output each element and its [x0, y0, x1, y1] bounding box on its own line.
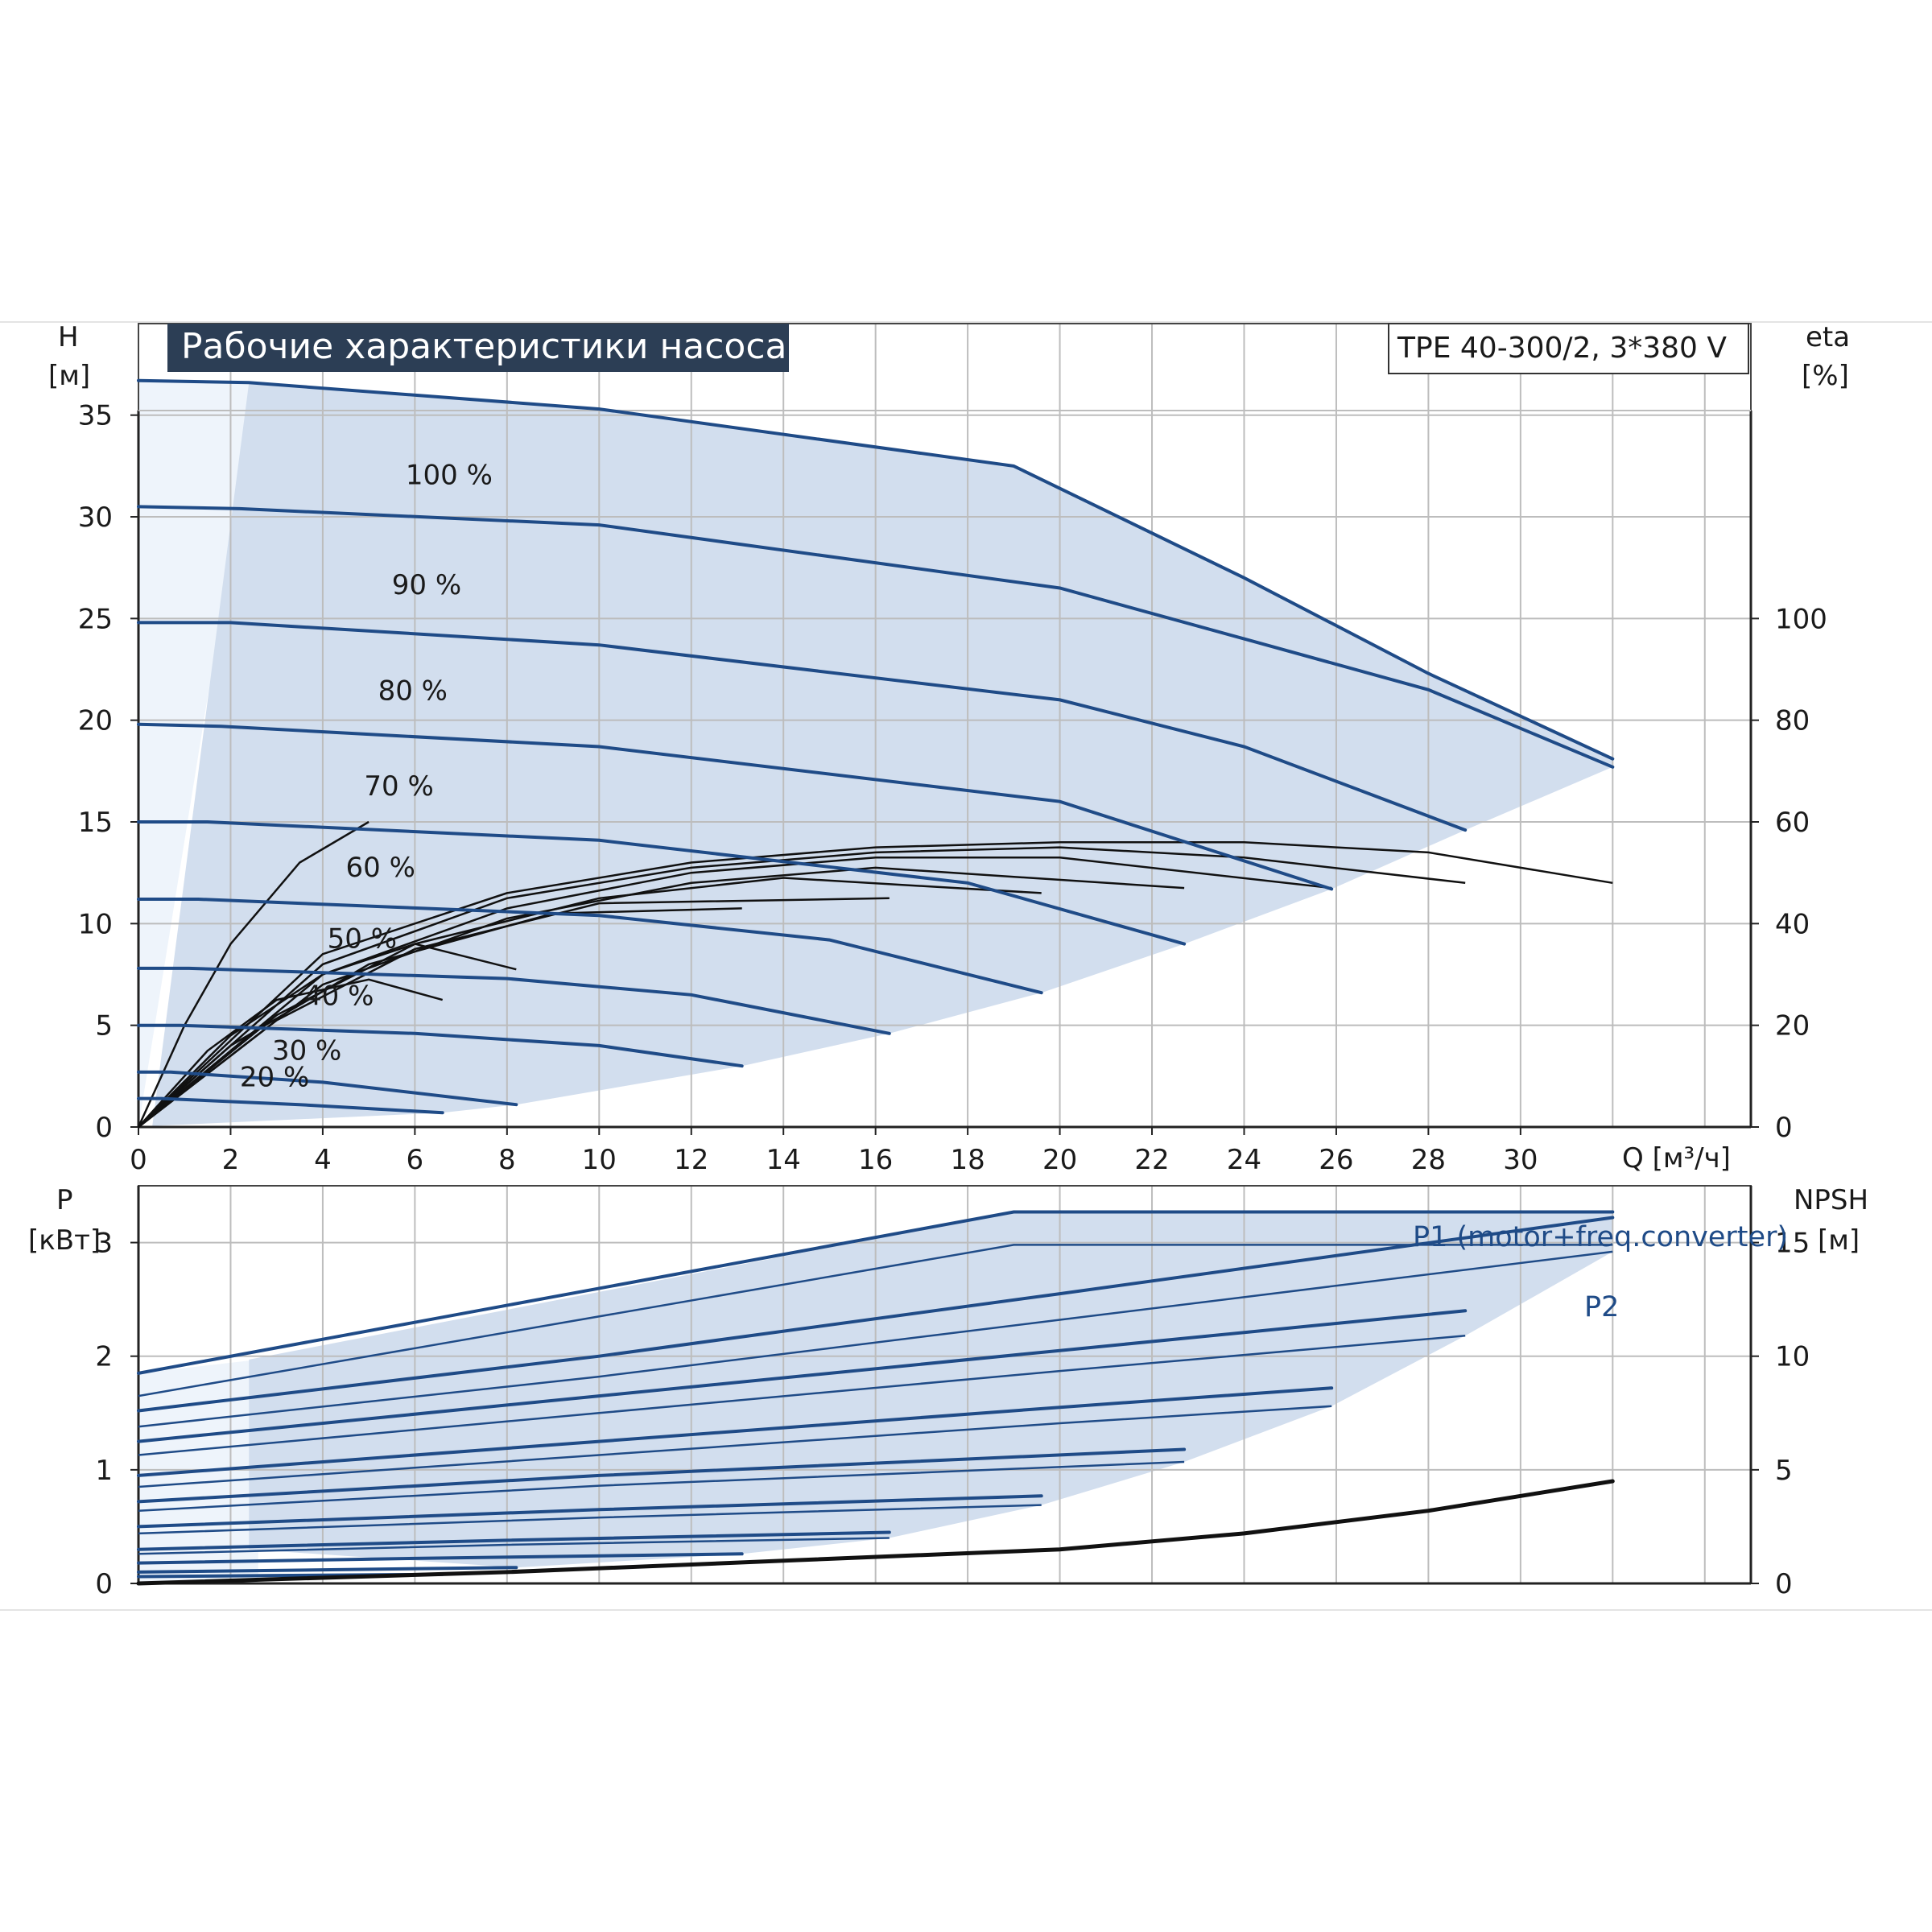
h-tick-label: 0	[95, 1112, 113, 1144]
p1-curve	[137, 1530, 891, 1551]
p-axis-label: P	[56, 1184, 73, 1216]
p-tick-label: 2	[95, 1341, 113, 1373]
q-tick-label: 18	[950, 1144, 985, 1176]
q-tick-label: 2	[222, 1144, 240, 1176]
eta-tick-label: 0	[1775, 1112, 1793, 1144]
npsh-curve	[136, 1479, 1615, 1586]
p1-curve	[137, 1566, 518, 1574]
head-curve	[137, 898, 1043, 995]
p1-series-label: P1 (motor+freq.converter)	[1413, 1221, 1788, 1253]
head-curve	[137, 621, 1468, 832]
efficiency-curve	[138, 943, 517, 1128]
head-curve	[137, 378, 1615, 761]
q-tick-label: 30	[1503, 1144, 1538, 1176]
q-tick-label: 26	[1319, 1144, 1353, 1176]
npsh-tick-label: 15	[1775, 1228, 1810, 1260]
p-tick-label: 3	[95, 1228, 113, 1260]
operating-region-band	[152, 382, 1613, 1126]
power-operating-band	[249, 1212, 1613, 1568]
p-axis-unit: [кВт]	[28, 1224, 101, 1257]
speed-label: 60 %	[346, 852, 415, 884]
q-tick-label: 24	[1227, 1144, 1261, 1176]
p1-curve	[137, 1210, 1615, 1375]
head-curve	[137, 1096, 444, 1115]
p1-curve	[137, 1309, 1468, 1443]
speed-label: 70 %	[364, 770, 433, 803]
npsh-axis-unit: [м]	[1818, 1224, 1860, 1257]
p1-curve	[137, 1552, 744, 1565]
q-tick-label: 14	[766, 1144, 801, 1176]
eta-tick-label: 80	[1775, 705, 1810, 737]
head-curve	[137, 1070, 518, 1107]
speed-label: 50 %	[328, 923, 397, 956]
npsh-tick-label: 5	[1775, 1455, 1793, 1487]
p-tick-label: 0	[95, 1568, 113, 1600]
eta-axis-unit: [%]	[1802, 360, 1849, 392]
head-curve	[137, 505, 1615, 769]
q-tick-label: 4	[314, 1144, 332, 1176]
head-curve	[137, 1023, 744, 1068]
eta-tick-label: 20	[1775, 1010, 1810, 1042]
h-axis-unit: [м]	[48, 360, 90, 392]
p2-curve	[138, 1250, 1613, 1428]
h-tick-label: 10	[78, 908, 113, 940]
q-tick-label: 22	[1134, 1144, 1169, 1176]
head-curve	[137, 820, 1187, 946]
eta-tick-label: 40	[1775, 908, 1810, 940]
efficiency-curve	[137, 820, 369, 1128]
h-axis-label: H	[58, 321, 79, 353]
p1-curve	[137, 1216, 1615, 1413]
npsh-tick-label: 0	[1775, 1568, 1793, 1600]
speed-label: 100 %	[406, 460, 493, 492]
head-curve	[137, 966, 891, 1035]
p2-curve	[138, 1405, 1332, 1488]
title-box	[167, 324, 789, 372]
speed-label: 30 %	[272, 1035, 341, 1067]
q-axis-label: Q [м³/ч]	[1622, 1142, 1731, 1174]
q-tick-label: 12	[674, 1144, 708, 1176]
eta-tick-label: 100	[1775, 603, 1827, 635]
h-tick-label: 15	[78, 807, 113, 839]
h-tick-label: 30	[78, 502, 113, 534]
p1-curve	[137, 1494, 1043, 1529]
p1-curve	[137, 1447, 1187, 1504]
p2-curve	[138, 1504, 1042, 1535]
speed-label: 20 %	[240, 1061, 309, 1093]
h-tick-label: 5	[95, 1010, 113, 1042]
p-tick-label: 1	[95, 1455, 113, 1487]
efficiency-curve	[138, 877, 1042, 1128]
p2-curve	[138, 1335, 1466, 1456]
p2-curve	[138, 1537, 890, 1555]
chart-title: Рабочие характеристики насоса	[181, 326, 786, 367]
speed-label: 40 %	[304, 980, 374, 1012]
efficiency-curve	[138, 841, 1613, 1128]
p2-curve	[138, 1460, 1185, 1512]
q-tick-label: 10	[582, 1144, 617, 1176]
eta-tick-label: 60	[1775, 807, 1810, 839]
speed-label: 90 %	[392, 569, 461, 601]
q-tick-label: 28	[1411, 1144, 1446, 1176]
head-curve	[137, 722, 1334, 891]
q-tick-label: 0	[130, 1144, 147, 1176]
p1-curve	[137, 1386, 1334, 1477]
q-tick-label: 6	[407, 1144, 424, 1176]
efficiency-curve	[138, 897, 890, 1128]
model-box	[1388, 323, 1749, 374]
q-tick-label: 16	[858, 1144, 893, 1176]
speed-label: 80 %	[378, 675, 448, 707]
p2-series-label: P2	[1584, 1291, 1619, 1323]
eta-axis-label: eta	[1806, 321, 1850, 353]
h-tick-label: 20	[78, 705, 113, 737]
q-tick-label: 8	[498, 1144, 516, 1176]
power-plot: 0 1 2 3 0 5 10 15	[95, 1185, 1810, 1600]
npsh-axis-label: NPSH	[1794, 1184, 1868, 1216]
q-tick-label: 20	[1042, 1144, 1077, 1176]
npsh-tick-label: 10	[1775, 1341, 1810, 1373]
h-tick-label: 35	[78, 400, 113, 432]
efficiency-curve	[138, 978, 444, 1128]
model-label: TPE 40-300/2, 3*380 V	[1397, 332, 1727, 365]
h-tick-label: 25	[78, 603, 113, 635]
